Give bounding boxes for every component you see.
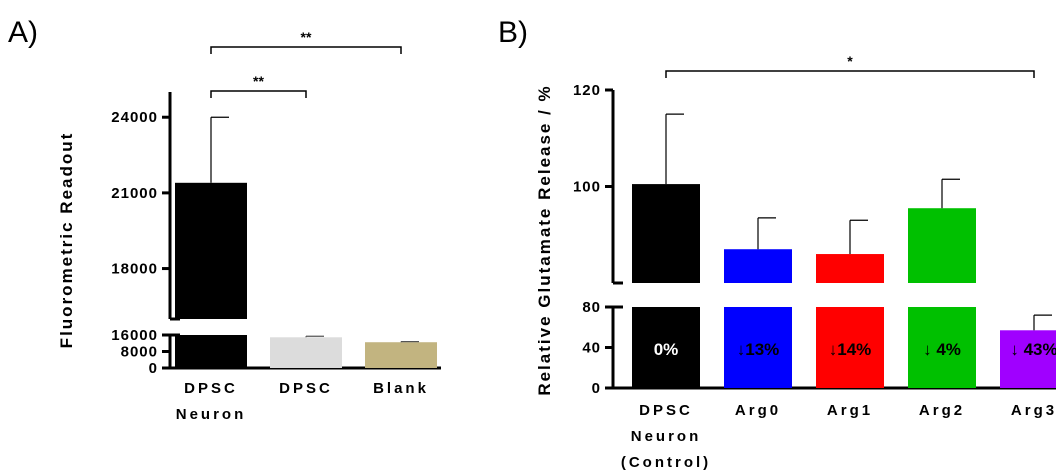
bar xyxy=(365,342,437,368)
y-tick-label: 40 xyxy=(582,340,601,357)
significance-bracket xyxy=(210,90,307,98)
y-tick-label: 8000 xyxy=(121,344,158,361)
x-tick-label: DPSC xyxy=(184,380,238,397)
bar xyxy=(816,307,884,388)
panel-a-y-axis-label: Fluorometric Readout xyxy=(57,132,76,349)
bar-data-label: 0% xyxy=(654,340,679,359)
y-tick-label: 120 xyxy=(573,82,601,99)
bar xyxy=(175,335,247,368)
panel-b-label: B) xyxy=(498,16,528,49)
x-tick-label: Arg0 xyxy=(735,402,781,419)
bar-upper-segment xyxy=(724,249,792,283)
bar-upper-segment xyxy=(632,184,700,283)
y-tick-label: 80 xyxy=(582,299,601,316)
bar xyxy=(270,337,342,368)
bar-upper-segment xyxy=(908,208,976,283)
bar-data-label: ↓14% xyxy=(829,340,872,359)
y-tick-label: 16000 xyxy=(111,327,158,344)
y-tick-label: 100 xyxy=(573,179,601,196)
x-tick-label: DPSC xyxy=(639,402,693,419)
y-tick-label: 0 xyxy=(592,380,601,397)
y-tick-label: 21000 xyxy=(111,185,158,202)
x-tick-label: Neuron xyxy=(631,428,702,445)
x-tick-label: DPSC xyxy=(279,380,333,397)
significance-label: ** xyxy=(253,73,264,89)
x-tick-label: Arg1 xyxy=(827,402,873,419)
bar xyxy=(908,307,976,388)
bar-upper-segment xyxy=(816,254,884,283)
bar xyxy=(1000,330,1056,388)
bar xyxy=(724,307,792,388)
panel-a-label: A) xyxy=(8,16,38,49)
bar-data-label: ↓ 4% xyxy=(923,340,961,359)
bar xyxy=(632,307,700,388)
x-tick-label: (Control) xyxy=(621,454,711,471)
panel-a-chart: A) Fluorometric Readout 18000 21000 24000 0… xyxy=(8,16,441,423)
significance-bracket xyxy=(665,70,1035,78)
bar-data-label: ↓ 43% xyxy=(1010,340,1056,359)
significance-label: * xyxy=(847,53,853,69)
panel-b-chart: B) Relative Glutamate Release / % 100 120… xyxy=(498,16,1056,471)
y-tick-label: 18000 xyxy=(111,261,158,278)
x-tick-label: Arg3 xyxy=(1011,402,1056,419)
y-tick-label: 24000 xyxy=(111,109,158,126)
significance-label: ** xyxy=(301,29,312,45)
x-tick-label: Arg2 xyxy=(919,402,965,419)
bar-data-label: ↓13% xyxy=(737,340,780,359)
x-tick-label: Blank xyxy=(373,380,429,397)
x-tick-label: Neuron xyxy=(176,406,247,423)
significance-bracket xyxy=(210,46,402,54)
panel-b-y-axis-label: Relative Glutamate Release / % xyxy=(535,84,554,395)
bar-upper-segment xyxy=(175,182,247,319)
y-tick-label: 0 xyxy=(149,360,158,377)
